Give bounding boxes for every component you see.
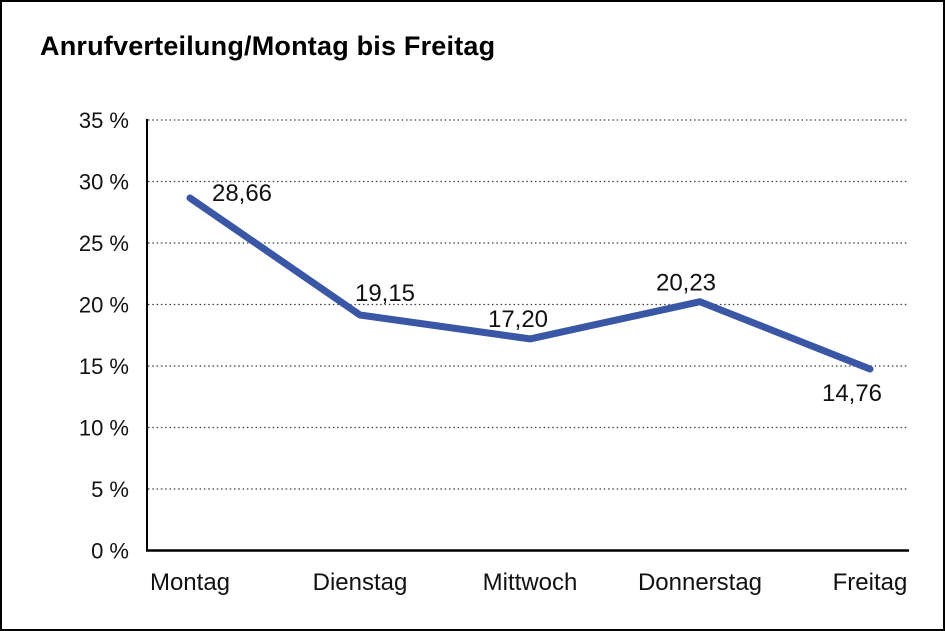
value-label-1: 19,15: [355, 280, 415, 307]
category-label-4: Freitag: [833, 569, 908, 596]
value-label-4: 14,76: [822, 380, 882, 407]
ytick-label-30: 30 %: [79, 170, 129, 195]
ytick-label-10: 10 %: [79, 416, 129, 441]
category-label-3: Donnerstag: [638, 569, 762, 596]
ytick-label-15: 15 %: [79, 354, 129, 379]
ytick-label-35: 35 %: [79, 108, 129, 133]
category-label-2: Mittwoch: [483, 569, 578, 596]
ytick-label-20: 20 %: [79, 293, 129, 318]
ytick-label-0: 0 %: [91, 539, 129, 564]
value-label-3: 20,23: [656, 270, 716, 297]
category-label-0: Montag: [150, 569, 230, 596]
value-label-0: 28,66: [212, 180, 272, 207]
ytick-label-5: 5 %: [91, 477, 129, 502]
ytick-label-25: 25 %: [79, 231, 129, 256]
value-label-2: 17,20: [488, 306, 548, 333]
data-line: [186, 194, 874, 373]
chart-title: Anrufverteilung/Montag bis Freitag: [40, 31, 496, 61]
category-label-1: Dienstag: [313, 569, 408, 596]
